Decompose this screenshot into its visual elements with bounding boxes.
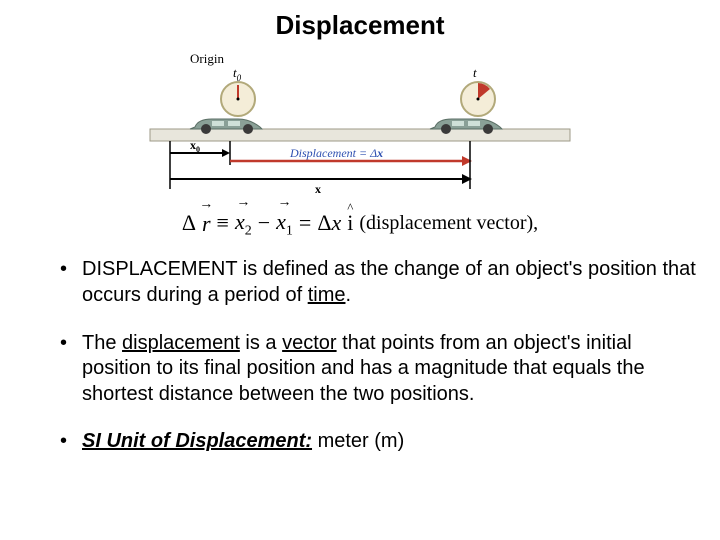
x0-arrow xyxy=(170,149,230,157)
eq-delta: Δ xyxy=(182,210,196,236)
eq-equiv: ≡ xyxy=(217,210,229,236)
displacement-figure: Origin t0 t x0 xyxy=(20,49,700,199)
underline-time: time xyxy=(308,284,346,306)
page-title: Displacement xyxy=(20,10,700,41)
displacement-label: Displacement = Δx xyxy=(289,146,383,160)
road-surface xyxy=(150,129,570,141)
underline-vector: vector xyxy=(282,332,336,354)
si-unit-label: SI Unit of Displacement: xyxy=(82,430,312,452)
eq-x2-vec: x2 xyxy=(235,207,252,239)
eq-paren-text: (displacement vector), xyxy=(359,212,538,235)
origin-label: Origin xyxy=(190,51,224,66)
bullet-si-unit: SI Unit of Displacement: meter (m) xyxy=(60,429,700,455)
t-label: t xyxy=(473,65,477,80)
eq-x1-vec: x1 xyxy=(276,207,293,239)
x-arrow xyxy=(170,174,472,184)
clock-t-icon xyxy=(461,82,495,116)
eq-r-vec: r xyxy=(202,209,211,237)
eq-ihat: i xyxy=(347,210,353,236)
bullet-definition: DISPLACEMENT is defined as the change of… xyxy=(60,257,700,308)
eq-minus: − xyxy=(258,210,270,236)
x-label: x xyxy=(315,182,321,196)
bullet-list: DISPLACEMENT is defined as the change of… xyxy=(20,257,700,455)
eq-dx: Δx xyxy=(317,210,341,236)
t0-label: t0 xyxy=(233,65,242,83)
displacement-equation: Δr ≡ x2 − x1 = Δx i (displacement vector… xyxy=(20,207,700,239)
underline-displacement: displacement xyxy=(122,332,240,354)
clock-t0-icon xyxy=(221,82,255,116)
eq-equals: = xyxy=(299,210,311,236)
bullet-vector: The displacement is a vector that points… xyxy=(60,331,700,408)
